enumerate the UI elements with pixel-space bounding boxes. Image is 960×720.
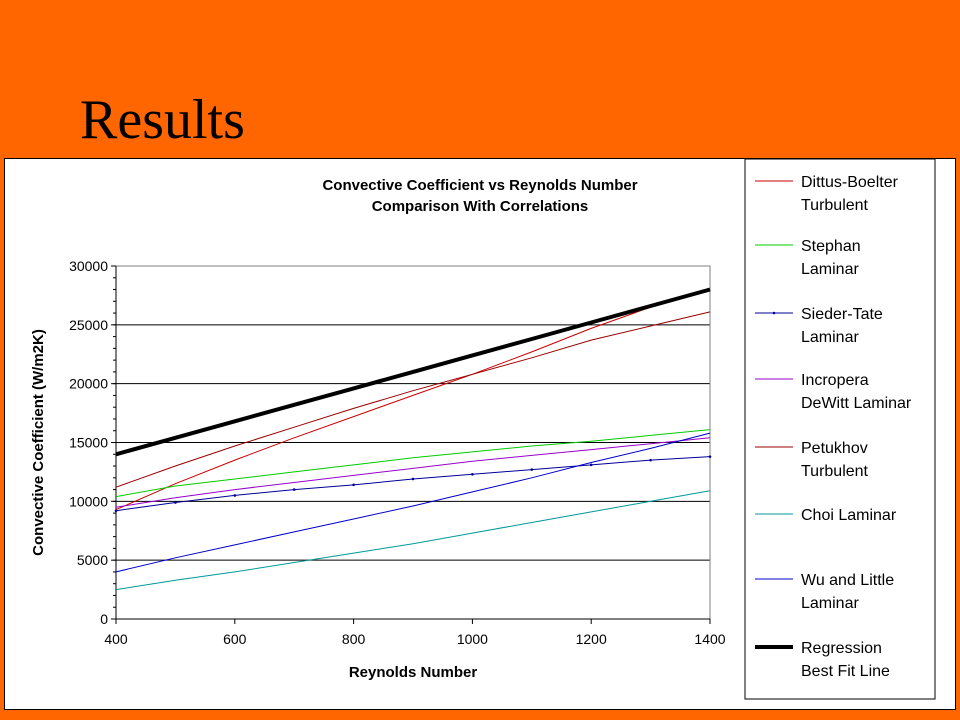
series-point (114, 509, 118, 513)
x-tick-label: 1400 (694, 631, 725, 647)
slide-title: Results (80, 89, 245, 151)
legend-box (744, 159, 936, 700)
legend-entry: Laminar (801, 261, 859, 278)
axis-labels: Reynolds Number Convective Coefficient (W… (30, 329, 477, 681)
legend-entry: Turbulent (801, 197, 869, 214)
series-point (233, 494, 237, 497)
legend: Dittus-Boelter Turbulent Stephan Laminar Sie… (744, 159, 936, 700)
series-line (115, 432, 711, 573)
series-line (115, 311, 711, 488)
legend-entry: Turbulent (801, 463, 869, 480)
legend-entry: DeWitt Laminar (801, 395, 912, 412)
series-point (649, 458, 652, 462)
chart-area: Convective Coefficient vs Reynolds Numbe… (4, 158, 956, 710)
legend-entry: Wu and Little (801, 572, 894, 589)
x-tick-label: 800 (342, 631, 366, 647)
legend-entry: Laminar (801, 329, 859, 346)
x-tick-label: 600 (223, 631, 247, 647)
series-point (411, 477, 415, 481)
y-tick-label: 30000 (69, 258, 108, 274)
chart-title: Convective Coefficient vs Reynolds Numbe… (322, 177, 637, 215)
x-tick-label: 1200 (576, 631, 607, 647)
series-point (174, 501, 177, 504)
legend-entry: Choi Laminar (801, 507, 897, 524)
chart-title-line: Convective Coefficient vs Reynolds Numbe… (322, 177, 637, 194)
series-point (292, 488, 296, 491)
y-tick-label: 20000 (69, 376, 108, 392)
legend-entry: Petukhov (801, 440, 868, 457)
y-axis-ticks: 0 5000 10000 15000 20000 25000 30000 (69, 258, 116, 627)
y-axis-label: Convective Coefficient (W/m2K) (30, 329, 47, 556)
legend-entry: Stephan (801, 238, 861, 255)
chart-title-line: Comparison With Correlations (372, 198, 589, 215)
series-point (530, 468, 534, 471)
y-tick-label: 25000 (69, 317, 108, 333)
legend-entry: Laminar (801, 595, 859, 612)
y-tick-label: 0 (100, 611, 108, 627)
series-line (115, 490, 711, 591)
series-point (589, 463, 593, 467)
legend-entry: Regression (801, 640, 882, 657)
legend-entry: Incropera (801, 372, 869, 389)
y-tick-label: 15000 (69, 435, 108, 451)
series-line (115, 456, 711, 512)
series-line (115, 429, 711, 498)
series-point (352, 483, 355, 487)
legend-entry: Best Fit Line (801, 663, 890, 680)
series-point (471, 472, 474, 476)
series-point (708, 455, 712, 458)
legend-entry: Sieder-Tate (801, 306, 883, 323)
legend-entry: Dittus-Boelter (801, 174, 899, 191)
legend-swatch-point (772, 311, 776, 315)
y-tick-label: 5000 (77, 552, 108, 568)
x-tick-label: 1000 (457, 631, 488, 647)
grid-lines (116, 265, 710, 561)
x-tick-label: 400 (104, 631, 128, 647)
y-tick-label: 10000 (69, 493, 108, 509)
series-line (115, 289, 711, 511)
series-line (115, 437, 711, 508)
chart-svg: Convective Coefficient vs Reynolds Numbe… (30, 159, 936, 700)
x-axis-label: Reynolds Number (349, 664, 478, 681)
series-lines (114, 287, 712, 591)
x-axis-ticks: 400 600 800 1000 1200 1400 (104, 619, 726, 647)
series-line (115, 287, 711, 457)
